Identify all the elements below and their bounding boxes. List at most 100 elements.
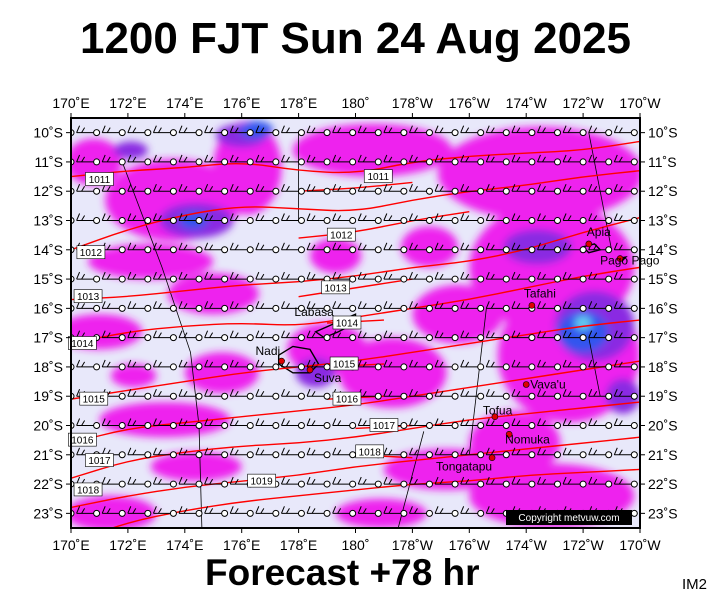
- wind-station-circle: [118, 392, 126, 400]
- wind-barb-flag: [490, 273, 495, 280]
- isobar-label: 1015: [79, 391, 109, 406]
- wind-barb-flag: [562, 184, 567, 192]
- lat-label-right: 22˚S: [648, 476, 678, 492]
- isobar-line: [298, 211, 470, 239]
- wind-barb-flag: [588, 359, 593, 368]
- wind-station-circle: [221, 392, 229, 400]
- wind-barb-flag: [127, 418, 132, 426]
- lon-label-bottom: 172˚E: [109, 537, 146, 553]
- wind-barb-flag: [280, 184, 285, 192]
- wind-barb-flag: [106, 156, 111, 163]
- wind-barb-flag: [152, 476, 157, 485]
- isobar-label-text: 1016: [71, 436, 94, 447]
- isobar-label: 1018: [355, 444, 385, 458]
- wind-barb-flag: [76, 389, 81, 397]
- wind-barb-flag: [157, 332, 162, 338]
- wind-barb-flag: [383, 359, 388, 368]
- wind-barb-flag: [106, 478, 111, 485]
- wind-barb-flag: [357, 476, 362, 485]
- lat-label-left: 12˚S: [33, 183, 63, 199]
- wind-station-circle: [144, 422, 152, 429]
- wind-barb-flag: [157, 420, 162, 426]
- wind-station-circle: [195, 158, 203, 166]
- wind-barb-flag: [460, 213, 465, 221]
- wind-barb-flag: [562, 389, 567, 397]
- wind-barb-flag: [562, 447, 567, 455]
- wind-barb-flag: [516, 156, 521, 163]
- wind-barb-flag: [337, 244, 342, 251]
- wind-barb-flag: [332, 184, 337, 192]
- wind-barb-flag: [101, 125, 106, 133]
- wind-station-circle: [400, 217, 408, 224]
- wind-station-circle: [272, 275, 280, 283]
- lat-label-right: 21˚S: [648, 447, 678, 463]
- wind-barb-flag: [280, 213, 285, 221]
- wind-station-circle: [630, 509, 638, 517]
- wind-barb-flag: [465, 508, 470, 514]
- wind-barb-flag: [439, 185, 444, 192]
- wind-barb-flag: [286, 215, 290, 221]
- wind-station-circle: [246, 129, 254, 137]
- wind-barb-flag: [516, 215, 521, 221]
- wind-station-circle: [118, 158, 126, 166]
- wind-station-circle: [502, 480, 510, 488]
- wind-station-circle: [451, 422, 459, 429]
- wind-barb-flag: [409, 242, 413, 250]
- place-marker: [278, 357, 285, 365]
- wind-station-circle: [169, 304, 177, 312]
- wind-station-circle: [630, 158, 638, 166]
- wind-barb-flag: [337, 332, 342, 338]
- wind-station-circle: [374, 217, 382, 224]
- wind-barb-flag: [157, 156, 162, 163]
- isobar-line: [71, 266, 640, 345]
- isobar-label-box: [85, 172, 114, 186]
- isobar-label-box: [332, 315, 362, 330]
- wind-barb-flag: [593, 273, 598, 280]
- wind-barb-flag: [516, 361, 521, 368]
- wind-barb-flag: [286, 156, 290, 163]
- wind-barb-flag: [204, 330, 209, 338]
- rain-area-level-2: [113, 141, 148, 159]
- wind-barb-flag: [511, 242, 516, 250]
- wind-barb-flag: [562, 125, 567, 133]
- wind-station-circle: [323, 334, 331, 342]
- wind-barb-flag: [101, 330, 106, 338]
- wind-barb-flag: [414, 244, 418, 251]
- wind-barb-flag: [76, 154, 81, 163]
- wind-barb-flag: [76, 418, 81, 426]
- wind-station-circle: [323, 509, 331, 517]
- wind-barb-flag: [542, 185, 546, 192]
- wind-barb-flag: [562, 242, 567, 250]
- wind-station-circle: [169, 363, 177, 371]
- wind-barb-flag: [106, 508, 111, 514]
- wind-station-circle: [195, 187, 203, 195]
- wind-barb-flag: [183, 244, 188, 251]
- wind-barb-flag: [490, 244, 495, 251]
- wind-barb-flag: [157, 185, 162, 192]
- wind-barb-flag: [567, 478, 572, 485]
- place-label: Apia: [587, 225, 611, 239]
- wind-barb-flag: [613, 330, 618, 338]
- wind-barb-flag: [593, 390, 598, 397]
- wind-barb-flag: [255, 271, 260, 280]
- wind-station-circle: [477, 129, 485, 137]
- wind-station-circle: [605, 334, 613, 342]
- lon-label-top: 176˚W: [449, 95, 491, 111]
- wind-barb-flag: [127, 184, 132, 192]
- wind-station-circle: [195, 304, 203, 312]
- wind-barb-flag: [311, 420, 316, 426]
- wind-station-circle: [502, 363, 510, 371]
- wind-barb-flag: [465, 332, 470, 338]
- wind-barb-flag: [516, 185, 521, 192]
- wind-barb-flag: [485, 301, 490, 309]
- wind-barb-flag: [183, 156, 188, 163]
- place-markers: Apia Pago Pago Tafahi Labasa Nadi Suva Vava'u T…: [256, 225, 660, 474]
- wind-barb-flag: [562, 271, 567, 280]
- wind-station-circle: [425, 422, 433, 429]
- wind-barb-flag: [460, 447, 465, 455]
- wind-barb-flag: [178, 125, 183, 133]
- wind-station-circle: [374, 480, 382, 488]
- place-marker: [585, 240, 593, 248]
- wind-barb-flag: [76, 125, 81, 133]
- wind-barb-flag: [311, 508, 316, 514]
